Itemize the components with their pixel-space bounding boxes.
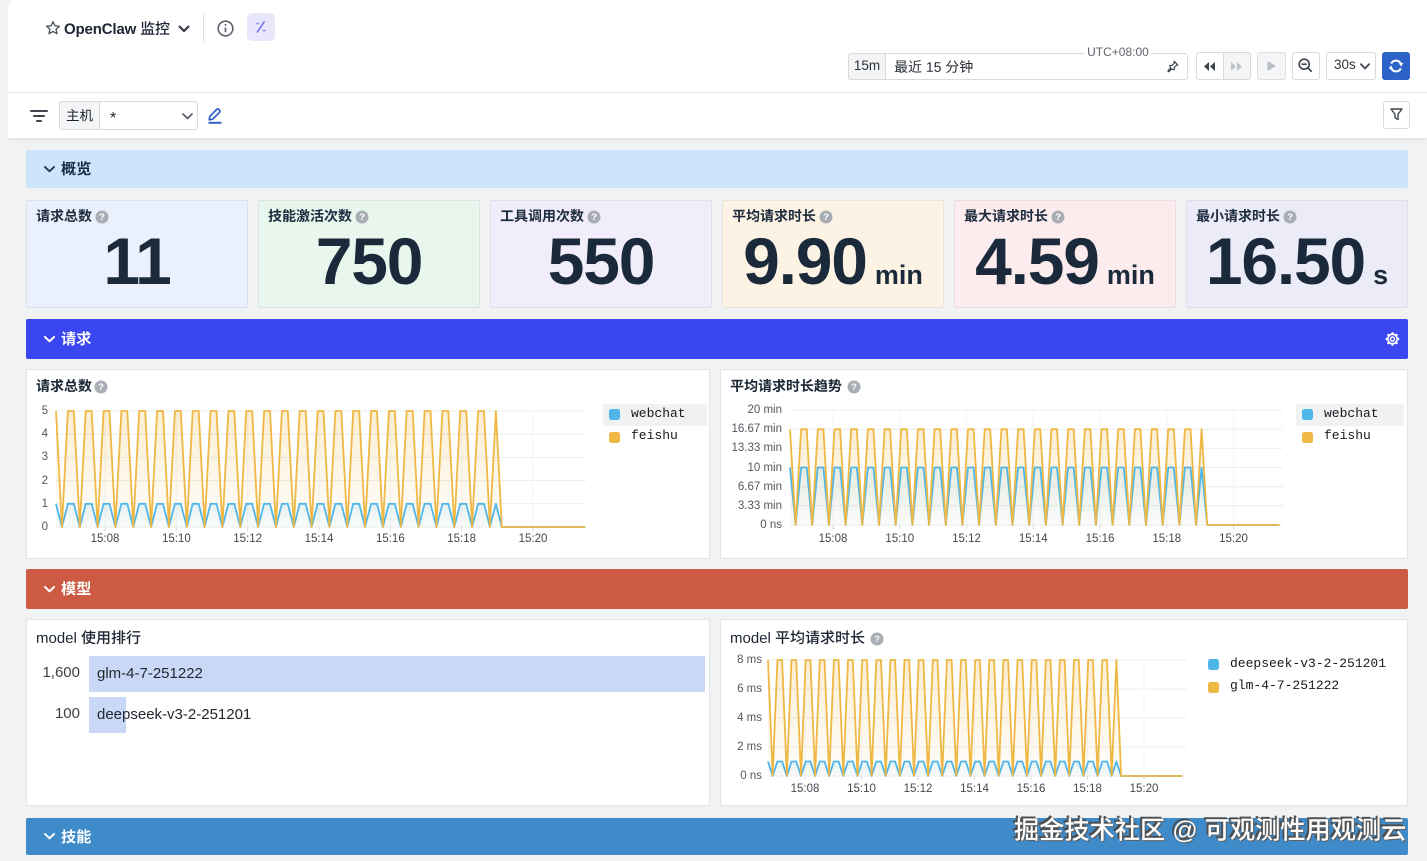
svg-text:?: ? xyxy=(874,634,880,645)
svg-text:?: ? xyxy=(98,382,104,393)
svg-text:?: ? xyxy=(99,212,105,223)
svg-text:?: ? xyxy=(359,212,365,223)
svg-text:?: ? xyxy=(1287,212,1293,223)
svg-text:?: ? xyxy=(823,212,829,223)
svg-text:?: ? xyxy=(591,212,597,223)
svg-text:?: ? xyxy=(1055,212,1061,223)
svg-text:?: ? xyxy=(851,382,857,393)
